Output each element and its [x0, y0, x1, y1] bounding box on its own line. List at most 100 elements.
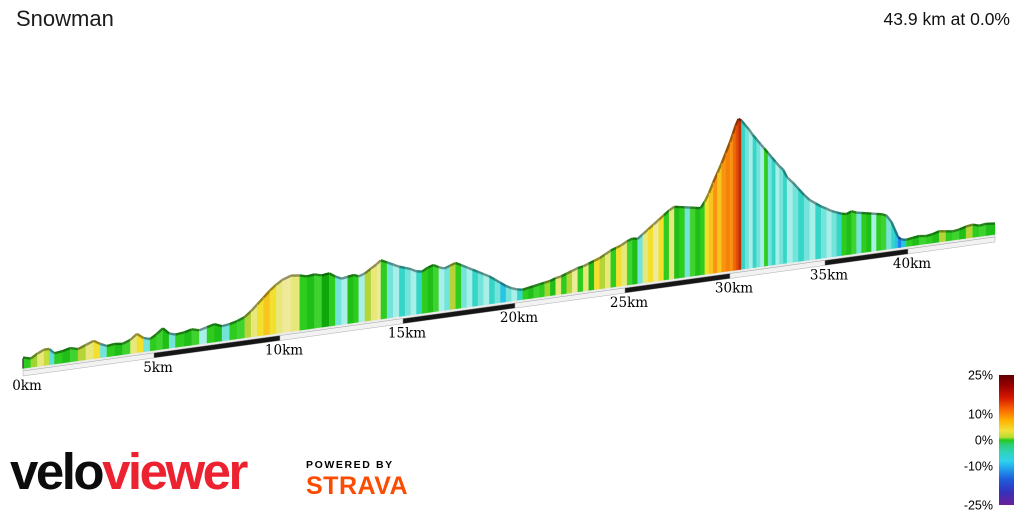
profile-top-edge — [668, 205, 676, 212]
profile-top-edge — [566, 269, 573, 275]
profile-segment — [544, 281, 551, 297]
profile-segment — [851, 212, 857, 255]
veloviewer-logo[interactable]: veloviewer — [10, 446, 248, 497]
profile-top-edge — [912, 234, 920, 240]
profile-segment — [370, 264, 378, 321]
x-tick-label: 30km — [715, 281, 753, 297]
profile-segment — [191, 330, 200, 346]
x-tick-label: 0km — [12, 378, 42, 394]
profile-top-edge — [657, 214, 665, 221]
legend-tick-label: -25% — [964, 499, 993, 512]
legend-tick-label: -10% — [964, 460, 993, 474]
profile-segment — [919, 236, 926, 246]
profile-top-edge — [703, 192, 711, 203]
profile-segment — [684, 208, 691, 278]
profile-top-edge — [533, 283, 540, 288]
profile-segment — [632, 239, 638, 285]
profile-top-edge — [314, 273, 322, 277]
profile-segment — [22, 358, 32, 369]
profile-segment — [438, 267, 445, 312]
profile-segment — [725, 142, 731, 272]
profile-top-edge — [432, 263, 440, 269]
profile-segment — [836, 213, 842, 257]
profile-top-edge — [370, 262, 378, 270]
profile-top-edge — [549, 277, 557, 282]
profile-segment — [358, 274, 366, 323]
profile-segment — [421, 268, 428, 314]
profile-top-edge — [897, 235, 903, 241]
profile-top-edge — [652, 219, 660, 226]
profile-top-edge — [183, 328, 193, 334]
profile-top-edge — [663, 209, 670, 217]
profile-segment — [866, 214, 872, 253]
profile-segment — [642, 229, 649, 284]
profile-top-edge — [778, 165, 785, 171]
profile-top-edge — [421, 266, 429, 273]
profile-top-edge — [275, 278, 284, 286]
profile-segment — [637, 234, 643, 284]
x-tick-label: 25km — [610, 295, 648, 311]
profile-segment — [732, 126, 736, 271]
profile-segment — [583, 264, 589, 292]
profile-top-edge — [376, 259, 382, 265]
profile-segment — [588, 261, 595, 291]
profile-top-edge — [483, 272, 490, 278]
profile-segment — [517, 290, 523, 301]
profile-top-edge — [809, 199, 817, 205]
profile-segment — [972, 225, 980, 238]
profile-top-edge — [460, 264, 468, 269]
profile-top-edge — [488, 275, 496, 281]
profile-top-edge — [54, 350, 63, 355]
profile-segment — [695, 208, 701, 276]
profile-segment — [114, 344, 123, 357]
profile-segment — [815, 203, 822, 260]
profile-segment — [416, 272, 423, 315]
profile-top-edge — [191, 328, 200, 332]
profile-segment — [566, 271, 573, 294]
profile-top-edge — [306, 273, 315, 278]
strava-attribution[interactable]: POWERED BY STRAVA — [306, 459, 408, 501]
profile-top-edge — [466, 266, 473, 271]
profile-segment — [410, 269, 417, 316]
profile-segment — [221, 324, 230, 342]
profile-segment — [70, 348, 79, 363]
profile-segment — [985, 224, 996, 236]
profile-segment — [533, 285, 540, 299]
profile-segment — [461, 265, 467, 309]
profile-top-edge — [836, 211, 842, 215]
profile-segment — [767, 153, 772, 266]
profile-segment — [433, 265, 439, 313]
profile-top-edge — [610, 246, 617, 252]
profile-segment — [594, 258, 600, 290]
profile-segment — [335, 277, 342, 326]
profile-top-edge — [162, 327, 170, 335]
x-tick-label: 40km — [893, 256, 931, 272]
profile-top-edge — [122, 338, 131, 345]
profile-top-edge — [720, 152, 727, 164]
axis-5km-segment-light — [907, 236, 996, 255]
profile-top-edge — [511, 287, 518, 291]
profile-segment — [364, 269, 372, 322]
profile-top-edge — [763, 147, 769, 154]
profile-segment — [494, 280, 501, 304]
profile-top-edge — [36, 348, 45, 355]
profile-segment — [282, 276, 292, 333]
x-tick-label: 35km — [810, 267, 848, 283]
profile-segment — [489, 276, 495, 305]
profile-segment — [647, 225, 654, 283]
x-tick-label: 15km — [388, 326, 426, 342]
profile-segment — [764, 148, 769, 267]
profile-segment — [803, 195, 810, 261]
profile-top-edge — [965, 223, 974, 228]
profile-segment — [143, 338, 151, 353]
profile-top-edge — [905, 236, 913, 241]
profile-top-edge — [168, 332, 176, 336]
profile-top-edge — [455, 261, 462, 267]
profile-top-edge — [229, 319, 238, 326]
profile-top-edge — [958, 225, 967, 231]
profile-top-edge — [767, 152, 773, 159]
profile-top-edge — [250, 303, 259, 312]
x-tick-label: 10km — [265, 343, 303, 359]
profile-segment — [455, 263, 462, 310]
profile-top-edge — [636, 233, 644, 240]
